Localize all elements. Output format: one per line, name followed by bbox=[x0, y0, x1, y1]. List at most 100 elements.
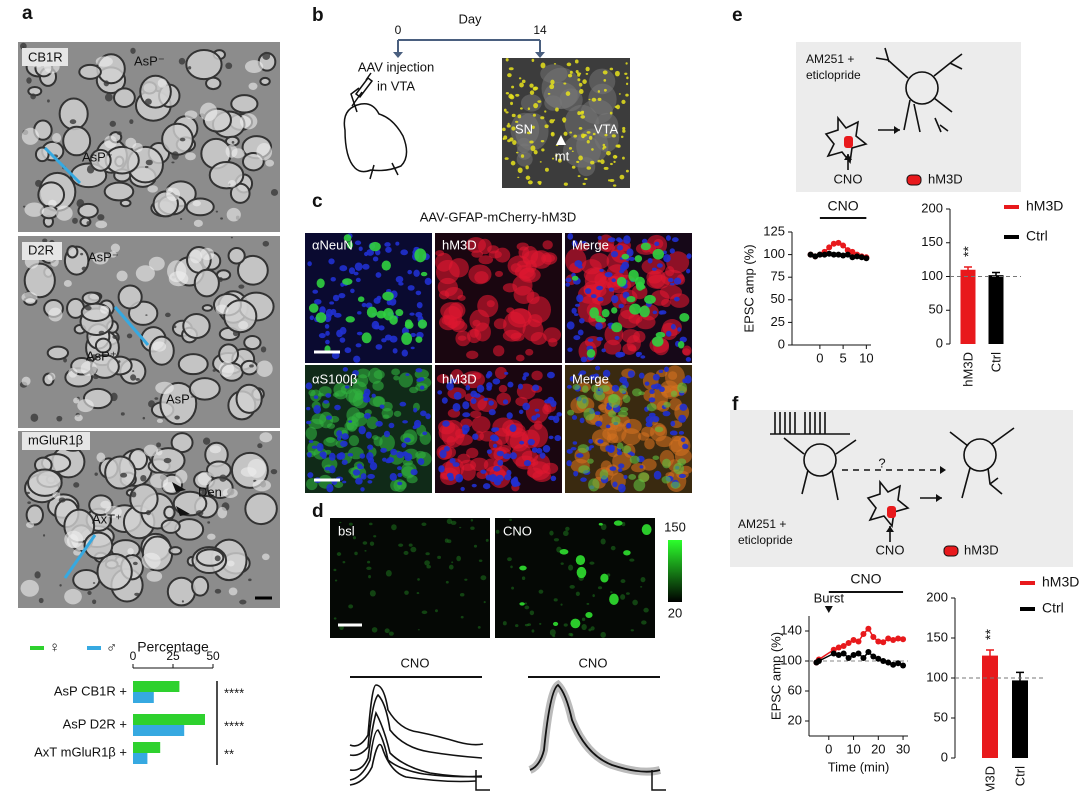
bar bbox=[960, 269, 976, 344]
label-box bbox=[22, 242, 62, 260]
image-texture bbox=[47, 99, 50, 103]
image-texture bbox=[178, 57, 186, 65]
image-texture bbox=[679, 403, 688, 411]
image-texture bbox=[386, 456, 395, 463]
image-texture bbox=[421, 522, 427, 527]
image-texture bbox=[600, 523, 607, 531]
data-point bbox=[880, 639, 887, 646]
image-texture bbox=[670, 390, 678, 398]
category-label: hM3D bbox=[961, 352, 976, 387]
image-texture bbox=[597, 159, 601, 163]
image-texture bbox=[550, 131, 555, 137]
image-texture bbox=[594, 411, 601, 415]
image-texture bbox=[462, 412, 471, 418]
y-tick-label: 125 bbox=[763, 223, 785, 238]
image-texture bbox=[434, 609, 438, 613]
image-texture bbox=[456, 555, 461, 562]
image-texture bbox=[195, 548, 225, 567]
image-texture bbox=[682, 348, 691, 356]
image-texture bbox=[522, 250, 547, 268]
image-texture bbox=[112, 334, 120, 340]
image-texture bbox=[348, 435, 360, 446]
image-texture bbox=[620, 594, 626, 600]
image-texture bbox=[371, 393, 376, 398]
image-texture bbox=[611, 134, 616, 138]
image-texture bbox=[129, 483, 159, 515]
y-tick-label: 75 bbox=[771, 269, 785, 284]
image-texture bbox=[609, 466, 617, 471]
image-texture bbox=[567, 233, 574, 240]
x-tick-label: 20 bbox=[871, 741, 885, 756]
image-label: bsl bbox=[338, 523, 355, 538]
image-texture bbox=[613, 520, 623, 526]
image-texture bbox=[677, 382, 688, 394]
image-texture bbox=[637, 472, 650, 483]
image-texture bbox=[87, 590, 92, 595]
image-texture bbox=[656, 263, 663, 268]
image-texture bbox=[521, 576, 526, 581]
image-texture bbox=[655, 435, 673, 448]
image-texture bbox=[577, 78, 581, 82]
image-texture bbox=[385, 569, 392, 577]
image-texture bbox=[400, 249, 408, 256]
image-texture bbox=[635, 351, 641, 358]
image-texture bbox=[523, 460, 531, 467]
image-texture bbox=[339, 337, 346, 343]
image-texture bbox=[664, 365, 685, 389]
category-label: AsP D2R + bbox=[63, 716, 127, 731]
images bbox=[18, 42, 692, 638]
image-texture bbox=[459, 526, 462, 529]
image-texture bbox=[626, 422, 632, 429]
image-texture bbox=[524, 605, 530, 610]
category-label: hM3D bbox=[983, 766, 998, 791]
image-texture bbox=[393, 375, 400, 381]
image-texture bbox=[512, 140, 517, 145]
image-texture bbox=[550, 79, 555, 85]
image-texture bbox=[73, 549, 82, 556]
data-point bbox=[835, 251, 842, 258]
stain-label: CB1R bbox=[28, 49, 63, 64]
image-texture bbox=[155, 381, 174, 395]
image-texture bbox=[248, 82, 258, 90]
image-texture bbox=[369, 241, 381, 252]
image-texture bbox=[450, 520, 457, 525]
image-texture bbox=[25, 504, 44, 526]
image-texture bbox=[585, 288, 592, 294]
construct-label: AAV-GFAP-mCherry-hM3D bbox=[420, 209, 577, 224]
image-texture bbox=[532, 86, 537, 91]
image-texture bbox=[569, 376, 575, 382]
image-texture bbox=[416, 592, 420, 595]
image-texture bbox=[518, 531, 521, 534]
image-texture bbox=[633, 479, 646, 492]
injection-label: in VTA bbox=[377, 78, 415, 93]
image-texture bbox=[579, 317, 585, 324]
image-texture bbox=[130, 47, 136, 54]
image-texture bbox=[361, 302, 367, 308]
image-texture bbox=[593, 390, 605, 401]
image-texture bbox=[549, 119, 555, 124]
image-texture bbox=[611, 295, 619, 304]
image-texture bbox=[573, 134, 577, 138]
image-texture bbox=[653, 470, 662, 480]
data-point bbox=[885, 635, 892, 642]
image-texture bbox=[381, 260, 391, 271]
image-texture bbox=[505, 92, 510, 95]
y-axis-title: EPSC amp (%) bbox=[768, 632, 783, 720]
image-texture bbox=[670, 323, 676, 330]
tile-label: Merge bbox=[572, 237, 609, 252]
image-texture bbox=[471, 416, 491, 434]
legend-label: ♀ bbox=[49, 639, 60, 656]
image-texture bbox=[616, 450, 623, 456]
image-texture bbox=[604, 271, 613, 278]
image-texture bbox=[507, 381, 514, 388]
image-texture bbox=[159, 381, 198, 426]
image-texture bbox=[606, 150, 611, 156]
mouse-drawing bbox=[343, 87, 408, 180]
image-texture bbox=[492, 378, 501, 385]
image-texture bbox=[510, 160, 516, 166]
neuron-drawing bbox=[770, 412, 1015, 542]
image-texture bbox=[356, 368, 371, 379]
image-texture bbox=[530, 145, 536, 152]
image-texture bbox=[550, 475, 557, 482]
image-texture bbox=[591, 97, 597, 102]
